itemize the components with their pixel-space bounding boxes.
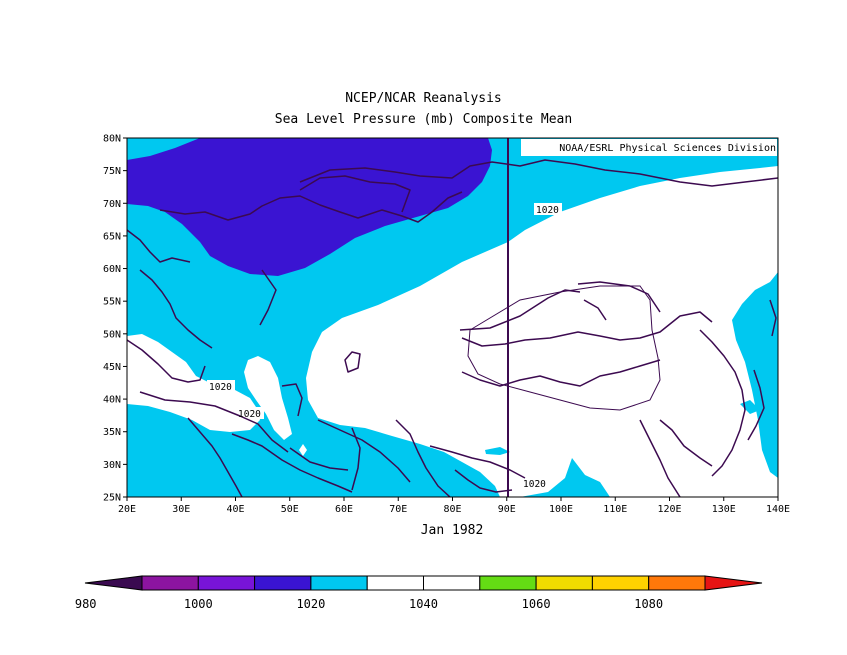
lon-tick-label: 80E xyxy=(443,504,461,515)
coastlines xyxy=(127,159,778,497)
lat-tick-label: 30N xyxy=(103,460,121,471)
lat-tick-label: 40N xyxy=(103,395,121,406)
colorbar: 980 1000 1020 1040 1060 1080 xyxy=(75,575,763,611)
fill-band-cyan-patch-se xyxy=(740,400,760,414)
colorbar-swatch xyxy=(84,575,143,591)
chart-subtitle: Sea Level Pressure (mb) Composite Mean xyxy=(274,112,573,127)
colorbar-swatch xyxy=(310,575,368,591)
lat-tick-label: 35N xyxy=(103,427,121,438)
lat-tick-label: 80N xyxy=(103,134,121,145)
contour-label-1020-a: 1020 xyxy=(536,205,559,216)
fill-band-1020-1040 xyxy=(306,166,778,497)
credit-text: NOAA/ESRL Physical Sciences Division xyxy=(559,143,776,154)
colorbar-swatch xyxy=(366,575,425,591)
contour-label-1020-d: 1020 xyxy=(523,479,546,490)
lon-tick-label: 50E xyxy=(281,504,299,515)
lon-tick-label: 130E xyxy=(712,504,736,515)
lon-tick-label: 60E xyxy=(335,504,353,515)
map-plot-area xyxy=(127,138,778,497)
lon-tick-label: 70E xyxy=(389,504,407,515)
lon-tick-label: 20E xyxy=(118,504,136,515)
lat-tick-label: 45N xyxy=(103,362,121,373)
colorbar-swatch xyxy=(197,575,256,591)
colorbar-swatch xyxy=(479,575,537,591)
lon-axis: 20E 30E 40E 50E 60E 70E 80E 90E 100E 110E 120E 130E… xyxy=(118,497,790,515)
chart-title: NCEP/NCAR Reanalysis xyxy=(345,91,502,106)
lon-tick-label: 110E xyxy=(603,504,627,515)
lon-tick-label: 100E xyxy=(549,504,573,515)
colorbar-swatch xyxy=(648,575,706,591)
colorbar-label: 1060 xyxy=(522,597,551,611)
lon-tick-label: 90E xyxy=(498,504,516,515)
colorbar-label: 980 xyxy=(75,597,97,611)
colorbar-label: 1020 xyxy=(296,597,325,611)
colorbar-swatch xyxy=(591,575,650,591)
lat-tick-label: 65N xyxy=(103,231,121,242)
lat-tick-label: 60N xyxy=(103,264,121,275)
lat-tick-label: 75N xyxy=(103,166,121,177)
colorbar-swatch xyxy=(704,575,763,591)
lat-tick-label: 25N xyxy=(103,493,121,504)
colorbar-swatch xyxy=(254,575,312,591)
contour-1030 xyxy=(467,285,661,411)
lat-axis: 80N 75N 70N 65N 60N 55N 50N 45N 40N 35N 30N 25N xyxy=(103,134,127,504)
contour-label-1020-b: 1020 xyxy=(209,382,232,393)
lon-tick-label: 30E xyxy=(172,504,190,515)
colorbar-label: 1080 xyxy=(634,597,663,611)
lat-tick-label: 55N xyxy=(103,297,121,308)
lat-tick-label: 70N xyxy=(103,199,121,210)
colorbar-swatch xyxy=(535,575,593,591)
fill-band-1020-islet xyxy=(299,444,307,456)
colorbar-swatch xyxy=(141,575,199,591)
lon-tick-label: 140E xyxy=(766,504,790,515)
lat-tick-label: 50N xyxy=(103,329,121,340)
colorbar-label: 1040 xyxy=(409,597,438,611)
lon-tick-label: 120E xyxy=(657,504,681,515)
fill-band-cyan-cap xyxy=(127,138,200,160)
date-label: Jan 1982 xyxy=(421,523,484,538)
credit-box xyxy=(521,139,777,156)
fill-band-cyan-patch xyxy=(485,447,510,455)
fill-band-1020-west xyxy=(127,334,260,432)
lon-tick-label: 40E xyxy=(226,504,244,515)
colorbar-swatch xyxy=(423,575,481,591)
colorbar-label: 1000 xyxy=(184,597,213,611)
contour-label-1020-c: 1020 xyxy=(238,409,261,420)
fill-band-1020-caspian xyxy=(244,356,292,440)
